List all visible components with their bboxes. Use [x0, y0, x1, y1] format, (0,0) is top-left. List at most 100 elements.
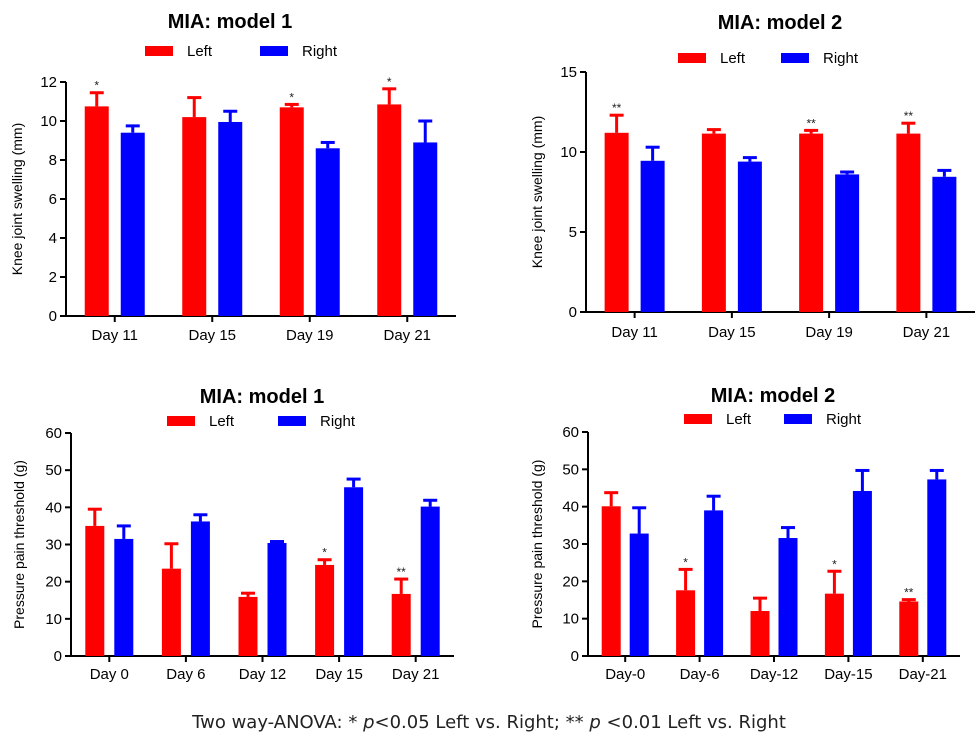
x-tick-label: Day 21	[392, 666, 440, 683]
legend: Left Right	[145, 43, 338, 60]
footnote-text-2: <0.01 Left vs. Right	[600, 712, 786, 733]
bar-right	[114, 538, 134, 656]
y-tick-label: 30	[562, 536, 579, 553]
legend-swatch-right	[260, 46, 288, 56]
y-axis-title: Pressure pain threshold (g)	[11, 460, 27, 629]
legend-swatch-right	[784, 414, 812, 424]
legend-label-right: Right	[320, 413, 356, 430]
y-tick-label: 0	[571, 648, 579, 665]
footnote-star-double: **	[565, 712, 590, 733]
bar-right	[778, 538, 798, 656]
x-tick-label: Day 15	[708, 324, 756, 341]
bar-left	[315, 564, 335, 656]
y-tick-label: 10	[45, 611, 62, 628]
footnote-p-symbol-2: p	[589, 712, 601, 733]
bar-right	[640, 160, 665, 312]
bar-left	[604, 132, 629, 312]
x-tick-label: Day-21	[899, 666, 947, 683]
bar-left	[182, 117, 207, 316]
bar-left	[896, 133, 921, 312]
y-tick-label: 20	[45, 574, 62, 591]
legend-label-left: Left	[209, 413, 235, 430]
footnote-p-symbol: p	[363, 712, 375, 733]
y-tick-label: 6	[49, 191, 57, 208]
chart-panel-4: MIA: model 2 Left Right 0 10 20 30 40 50 60 Pressu…	[529, 385, 960, 683]
significance-marker: *	[94, 79, 99, 93]
y-tick-label: 12	[40, 74, 57, 91]
statistics-footnote: Two way-ANOVA: * p<0.05 Left vs. Right; …	[0, 712, 978, 733]
significance-marker: *	[832, 557, 837, 571]
y-tick-label: 30	[45, 537, 62, 554]
x-tick-label: Day 19	[805, 324, 853, 341]
y-axis-title: Pressure pain threshold (g)	[529, 460, 545, 629]
x-tick-label: Day 19	[286, 327, 334, 344]
significance-marker: *	[322, 546, 327, 560]
y-tick-label: 50	[45, 462, 62, 479]
significance-marker: **	[397, 565, 407, 579]
bar-left	[85, 525, 105, 656]
x-tick-label: Day 11	[92, 327, 138, 344]
significance-marker: *	[683, 555, 688, 569]
y-tick-label: 5	[569, 224, 577, 241]
y-tick-label: 8	[49, 152, 57, 169]
y-tick-label: 10	[560, 144, 577, 161]
chart-title: MIA: model 2	[718, 12, 842, 34]
bar-left	[161, 568, 181, 656]
bar-right	[629, 533, 649, 656]
bar-left	[377, 104, 402, 316]
y-tick-label: 40	[562, 499, 579, 516]
bar-right	[932, 176, 957, 312]
significance-marker: **	[612, 101, 622, 115]
chart-title: MIA: model 1	[200, 386, 324, 408]
chart-title: MIA: model 1	[168, 11, 292, 33]
bar-left	[824, 593, 844, 656]
legend-swatch-left	[678, 53, 706, 63]
legend-label-left: Left	[726, 411, 752, 428]
legend-swatch-right	[278, 416, 306, 426]
bar-right	[267, 543, 287, 656]
legend: Left Right	[167, 413, 356, 430]
footnote-text-1: <0.05 Left vs. Right;	[374, 712, 566, 733]
legend-label-left: Left	[187, 43, 213, 60]
legend-label-right: Right	[302, 43, 338, 60]
x-tick-label: Day 21	[903, 324, 951, 341]
y-tick-label: 0	[49, 308, 57, 325]
x-tick-label: Day 11	[611, 324, 657, 341]
bar-right	[120, 132, 145, 316]
bar-right	[315, 148, 340, 316]
y-tick-label: 0	[569, 304, 577, 321]
bar-left	[84, 106, 109, 316]
bar-left	[391, 593, 411, 656]
y-tick-label: 60	[45, 425, 62, 442]
bar-left	[601, 506, 621, 656]
significance-marker: **	[904, 109, 914, 123]
y-tick-label: 40	[45, 499, 62, 516]
bar-right	[413, 142, 438, 316]
footnote-prefix: Two way-ANOVA:	[192, 712, 349, 733]
y-axis-title: Knee joint swelling (mm)	[529, 116, 545, 269]
legend: Left Right	[684, 411, 862, 428]
legend-swatch-left	[167, 416, 195, 426]
x-tick-label: Day 15	[315, 666, 363, 683]
y-tick-label: 10	[40, 113, 57, 130]
y-tick-label: 4	[49, 230, 57, 247]
legend-swatch-right	[781, 53, 809, 63]
x-tick-label: Day-15	[824, 666, 872, 683]
y-tick-label: 0	[54, 648, 62, 665]
bar-left	[238, 596, 258, 656]
bar-right	[852, 490, 872, 656]
bar-right	[344, 487, 364, 656]
legend-label-right: Right	[826, 411, 862, 428]
y-tick-label: 10	[562, 611, 579, 628]
y-tick-label: 15	[560, 64, 577, 81]
bar-left	[750, 611, 770, 656]
bar-left	[676, 590, 696, 656]
bar-left	[899, 601, 919, 656]
bar-right	[218, 121, 243, 316]
bar-right	[927, 479, 947, 656]
x-tick-label: Day 0	[90, 666, 129, 683]
x-tick-label: Day 21	[383, 327, 431, 344]
bar-right	[420, 506, 440, 656]
bar-right	[835, 174, 860, 312]
